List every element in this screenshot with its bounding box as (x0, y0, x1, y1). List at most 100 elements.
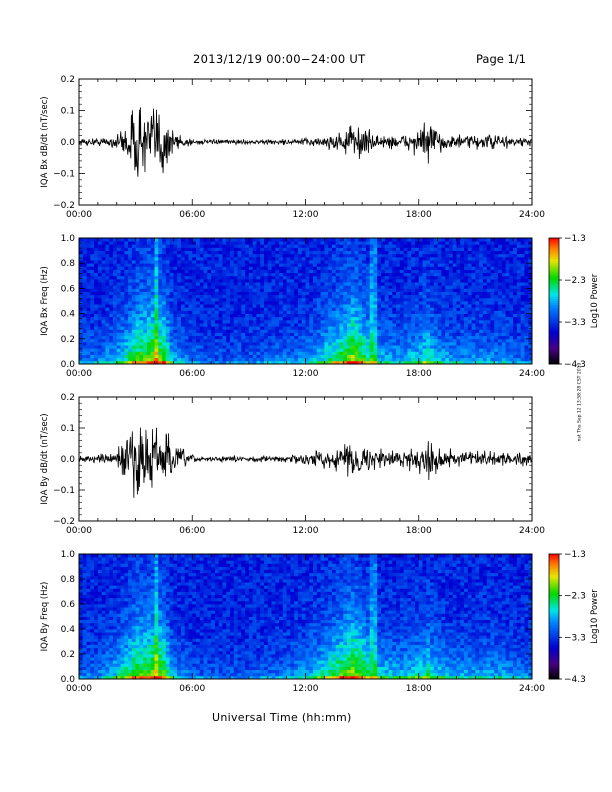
page-title: 2013/12/19 00:00−24:00 UT (193, 52, 366, 66)
heatmap-cell (347, 285, 352, 289)
heatmap-cell (347, 357, 352, 362)
heatmap-cell (154, 307, 159, 311)
heatmap-cell (226, 266, 231, 270)
heatmap-cell (97, 241, 103, 245)
heatmap-cell (418, 253, 423, 258)
heatmap-cell (331, 256, 337, 261)
heatmap-cell (90, 319, 95, 324)
heatmap-cell (241, 354, 246, 359)
heatmap-cell (305, 253, 310, 258)
heatmap-cell (286, 263, 291, 267)
heatmap-cell (331, 260, 337, 264)
heatmap-cell (260, 272, 265, 277)
heatmap-cell (494, 307, 499, 311)
heatmap-cell (286, 338, 291, 343)
heatmap-cell (297, 316, 303, 321)
heatmap-cell (528, 282, 533, 286)
heatmap-cell (392, 335, 397, 340)
heatmap-cell (169, 263, 174, 267)
heatmap-cell (203, 282, 208, 286)
heatmap-cell (513, 272, 518, 277)
heatmap-cell (316, 316, 321, 321)
heatmap-cell (305, 307, 310, 311)
heatmap-cell (309, 250, 314, 255)
heatmap-cell (490, 250, 495, 255)
heatmap-cell (343, 288, 348, 292)
heatmap-cell (313, 360, 318, 365)
heatmap-cell (498, 341, 503, 346)
heatmap-cell (418, 241, 423, 245)
heatmap-cell (479, 301, 484, 305)
heatmap-cell (418, 345, 423, 349)
heatmap-cell (354, 332, 359, 337)
heatmap-cell (354, 329, 359, 333)
heatmap-cell (418, 301, 423, 305)
heatmap-cell (135, 250, 140, 255)
heatmap-cell (105, 238, 110, 242)
heatmap-cell (437, 266, 442, 270)
heatmap-cell (373, 354, 378, 359)
heatmap-cell (230, 335, 235, 340)
heatmap-cell (86, 307, 91, 311)
heatmap-cell (109, 256, 114, 261)
heatmap-cell (475, 291, 480, 296)
heatmap-cell (180, 313, 186, 318)
heatmap-cell (267, 285, 272, 289)
heatmap-cell (184, 323, 189, 327)
heatmap-cell (396, 294, 401, 299)
heatmap-cell (203, 313, 208, 318)
heatmap-cell (426, 360, 431, 365)
heatmap-cell (471, 291, 476, 296)
heatmap-cell (177, 275, 182, 280)
heatmap-cell (297, 307, 303, 311)
heatmap-cell (324, 313, 329, 318)
heatmap-cell (192, 278, 197, 283)
heatmap-cell (105, 354, 110, 359)
heatmap-cell (290, 354, 295, 359)
heatmap-cell (384, 244, 389, 248)
heatmap-cell (347, 272, 352, 277)
heatmap-cell (381, 307, 386, 311)
heatmap-cell (316, 357, 321, 362)
heatmap-cell (158, 247, 163, 251)
heatmap-cell (97, 294, 103, 299)
heatmap-cell (158, 285, 163, 289)
heatmap-cell (248, 253, 254, 258)
heatmap-cell (441, 341, 446, 346)
heatmap-cell (324, 288, 329, 292)
heatmap-cell (286, 266, 291, 270)
heatmap-cell (309, 345, 314, 349)
heatmap-cell (448, 304, 454, 308)
heatmap-cell (445, 238, 450, 242)
heatmap-cell (358, 313, 363, 318)
heatmap-cell (79, 354, 84, 359)
heatmap-cell (256, 357, 261, 362)
heatmap-cell (294, 275, 299, 280)
heatmap-cell (143, 335, 148, 340)
heatmap-cell (271, 348, 276, 352)
heatmap-cell (513, 294, 518, 299)
heatmap-cell (263, 250, 269, 255)
heatmap-cell (331, 348, 337, 352)
heatmap-cell (112, 332, 118, 337)
heatmap-cell (199, 338, 204, 343)
heatmap-cell (328, 269, 333, 274)
heatmap-cell (467, 357, 472, 362)
heatmap-cell (501, 354, 506, 359)
heatmap-cell (199, 313, 204, 318)
heatmap-cell (445, 341, 450, 346)
heatmap-cell (381, 241, 386, 245)
heatmap-cell (120, 238, 125, 242)
heatmap-cell (116, 338, 121, 343)
heatmap-cell (418, 291, 423, 296)
heatmap-cell (105, 266, 110, 270)
heatmap-cell (154, 263, 159, 267)
heatmap-cell (233, 326, 238, 330)
heatmap-cell (271, 326, 276, 330)
heatmap-cell (509, 357, 514, 362)
heatmap-cell (271, 250, 276, 255)
heatmap-cell (203, 247, 208, 251)
heatmap-cell (516, 238, 522, 242)
heatmap-cell (271, 338, 276, 343)
heatmap-cell (411, 263, 416, 267)
